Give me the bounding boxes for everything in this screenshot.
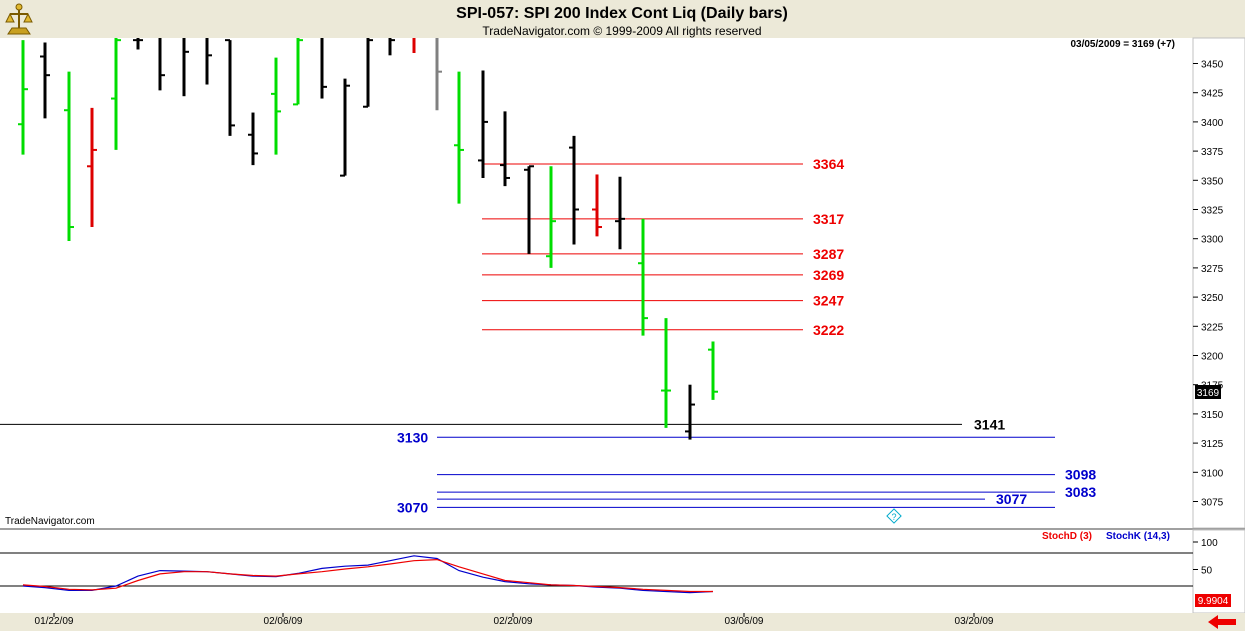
chart-title: SPI-057: SPI 200 Index Cont Liq (Daily b… xyxy=(456,5,788,22)
trade-navigator-logo-icon[interactable] xyxy=(0,0,38,38)
diamond-marker-icon[interactable]: ? xyxy=(886,508,902,524)
copyright-text: TradeNavigator.com © 1999-2009 All right… xyxy=(482,24,761,38)
date-tick-label: 03/06/09 xyxy=(725,616,764,627)
date-axis xyxy=(0,613,1245,631)
support-label: 3070 xyxy=(397,499,428,515)
support-label: 3130 xyxy=(397,429,428,445)
price-bar xyxy=(225,39,235,136)
level-lines: 3364 3317 3287 3269 3247 3222 3141 3130 30983083… xyxy=(0,156,1096,515)
legend-stochk: StochK (14,3) xyxy=(1106,531,1170,542)
price-bar xyxy=(293,38,303,106)
price-tick-label: 3425 xyxy=(1201,89,1224,100)
price-tick-label: 3450 xyxy=(1201,60,1224,71)
stoch-value-label: 9.9904 xyxy=(1198,596,1229,607)
price-bar xyxy=(685,384,695,440)
stochastic-lines xyxy=(22,555,714,594)
stoch-tick-label: 100 xyxy=(1201,538,1218,549)
price-panel xyxy=(0,38,1193,528)
price-bar xyxy=(248,112,258,166)
price-tick-label: 3150 xyxy=(1201,410,1224,421)
price-bar xyxy=(64,71,74,242)
last-quote-text: 03/05/2009 = 3169 (+7) xyxy=(1070,39,1175,50)
resistance-label: 3222 xyxy=(813,322,844,338)
price-tick-label: 3275 xyxy=(1201,264,1224,275)
price-bar xyxy=(661,318,671,428)
back-arrow-icon[interactable] xyxy=(1208,615,1236,629)
price-bar xyxy=(524,165,534,254)
price-grid xyxy=(1193,63,1198,502)
support-label: 3077 xyxy=(996,491,1027,507)
stoch-tick-label: 50 xyxy=(1201,566,1213,577)
price-bar xyxy=(478,70,488,178)
resistance-label: 3269 xyxy=(813,267,844,283)
price-bar xyxy=(271,57,281,155)
price-bar xyxy=(435,38,442,111)
price-bar xyxy=(182,38,189,97)
stoch-value-marker: 9.9904 xyxy=(1195,594,1231,607)
resistance-label: 3317 xyxy=(813,211,844,227)
price-axis xyxy=(1192,37,1245,529)
price-bar xyxy=(40,42,50,119)
resistance-label: 3364 xyxy=(813,156,844,172)
price-tick-label: 3400 xyxy=(1201,118,1224,129)
legend-stochd: StochD (3) xyxy=(1042,531,1092,542)
price-bar xyxy=(18,40,28,155)
price-bar xyxy=(546,166,556,268)
price-bar xyxy=(111,38,121,150)
price-bar xyxy=(388,38,395,56)
stochastic-tick-labels: 50 100 xyxy=(1201,538,1218,577)
price-tick-label: 3250 xyxy=(1201,293,1224,304)
watermark-text: TradeNavigator.com xyxy=(5,516,95,527)
price-bar xyxy=(500,111,510,187)
price-tick-label: 3350 xyxy=(1201,176,1224,187)
current-price-marker: 3169 xyxy=(1195,385,1221,399)
support-label: 3098 xyxy=(1065,467,1096,483)
price-bar xyxy=(569,135,579,245)
date-tick-label: 02/20/09 xyxy=(494,616,533,627)
resistance-label: 3247 xyxy=(813,293,844,309)
price-bar xyxy=(340,78,350,177)
stoch-series-line xyxy=(22,558,713,593)
current-price-label: 3169 xyxy=(1197,388,1220,399)
price-tick-label: 3200 xyxy=(1201,352,1224,363)
price-bar xyxy=(87,107,97,228)
price-tick-label: 3375 xyxy=(1201,147,1224,158)
price-tick-label: 3225 xyxy=(1201,322,1224,333)
price-bar xyxy=(592,174,602,237)
date-tick-label: 02/06/09 xyxy=(264,616,303,627)
resistance-label: 3287 xyxy=(813,246,844,262)
price-tick-label: 3100 xyxy=(1201,468,1224,479)
price-bar xyxy=(708,341,718,400)
price-bar xyxy=(363,38,373,108)
date-tick-label: 03/20/09 xyxy=(955,616,994,627)
date-tick-labels: 01/22/09 02/06/09 02/20/09 03/06/09 03/20/09 xyxy=(35,613,994,627)
price-tick-label: 3075 xyxy=(1201,498,1224,509)
price-bar xyxy=(205,38,212,85)
ohlc-bars xyxy=(18,38,718,440)
svg-text:?: ? xyxy=(891,512,896,522)
price-tick-label: 3300 xyxy=(1201,235,1224,246)
price-bar xyxy=(133,38,143,50)
price-bar xyxy=(454,71,464,204)
pivot-label: 3141 xyxy=(974,416,1005,432)
price-tick-label: 3325 xyxy=(1201,206,1224,217)
price-bar xyxy=(638,218,648,336)
price-bar xyxy=(615,176,625,250)
price-tick-label: 3125 xyxy=(1201,439,1224,450)
support-label: 3083 xyxy=(1065,484,1096,500)
price-bar xyxy=(158,38,165,91)
panel-separator[interactable] xyxy=(0,528,1245,530)
date-tick-label: 01/22/09 xyxy=(35,616,74,627)
price-bar xyxy=(320,38,327,99)
